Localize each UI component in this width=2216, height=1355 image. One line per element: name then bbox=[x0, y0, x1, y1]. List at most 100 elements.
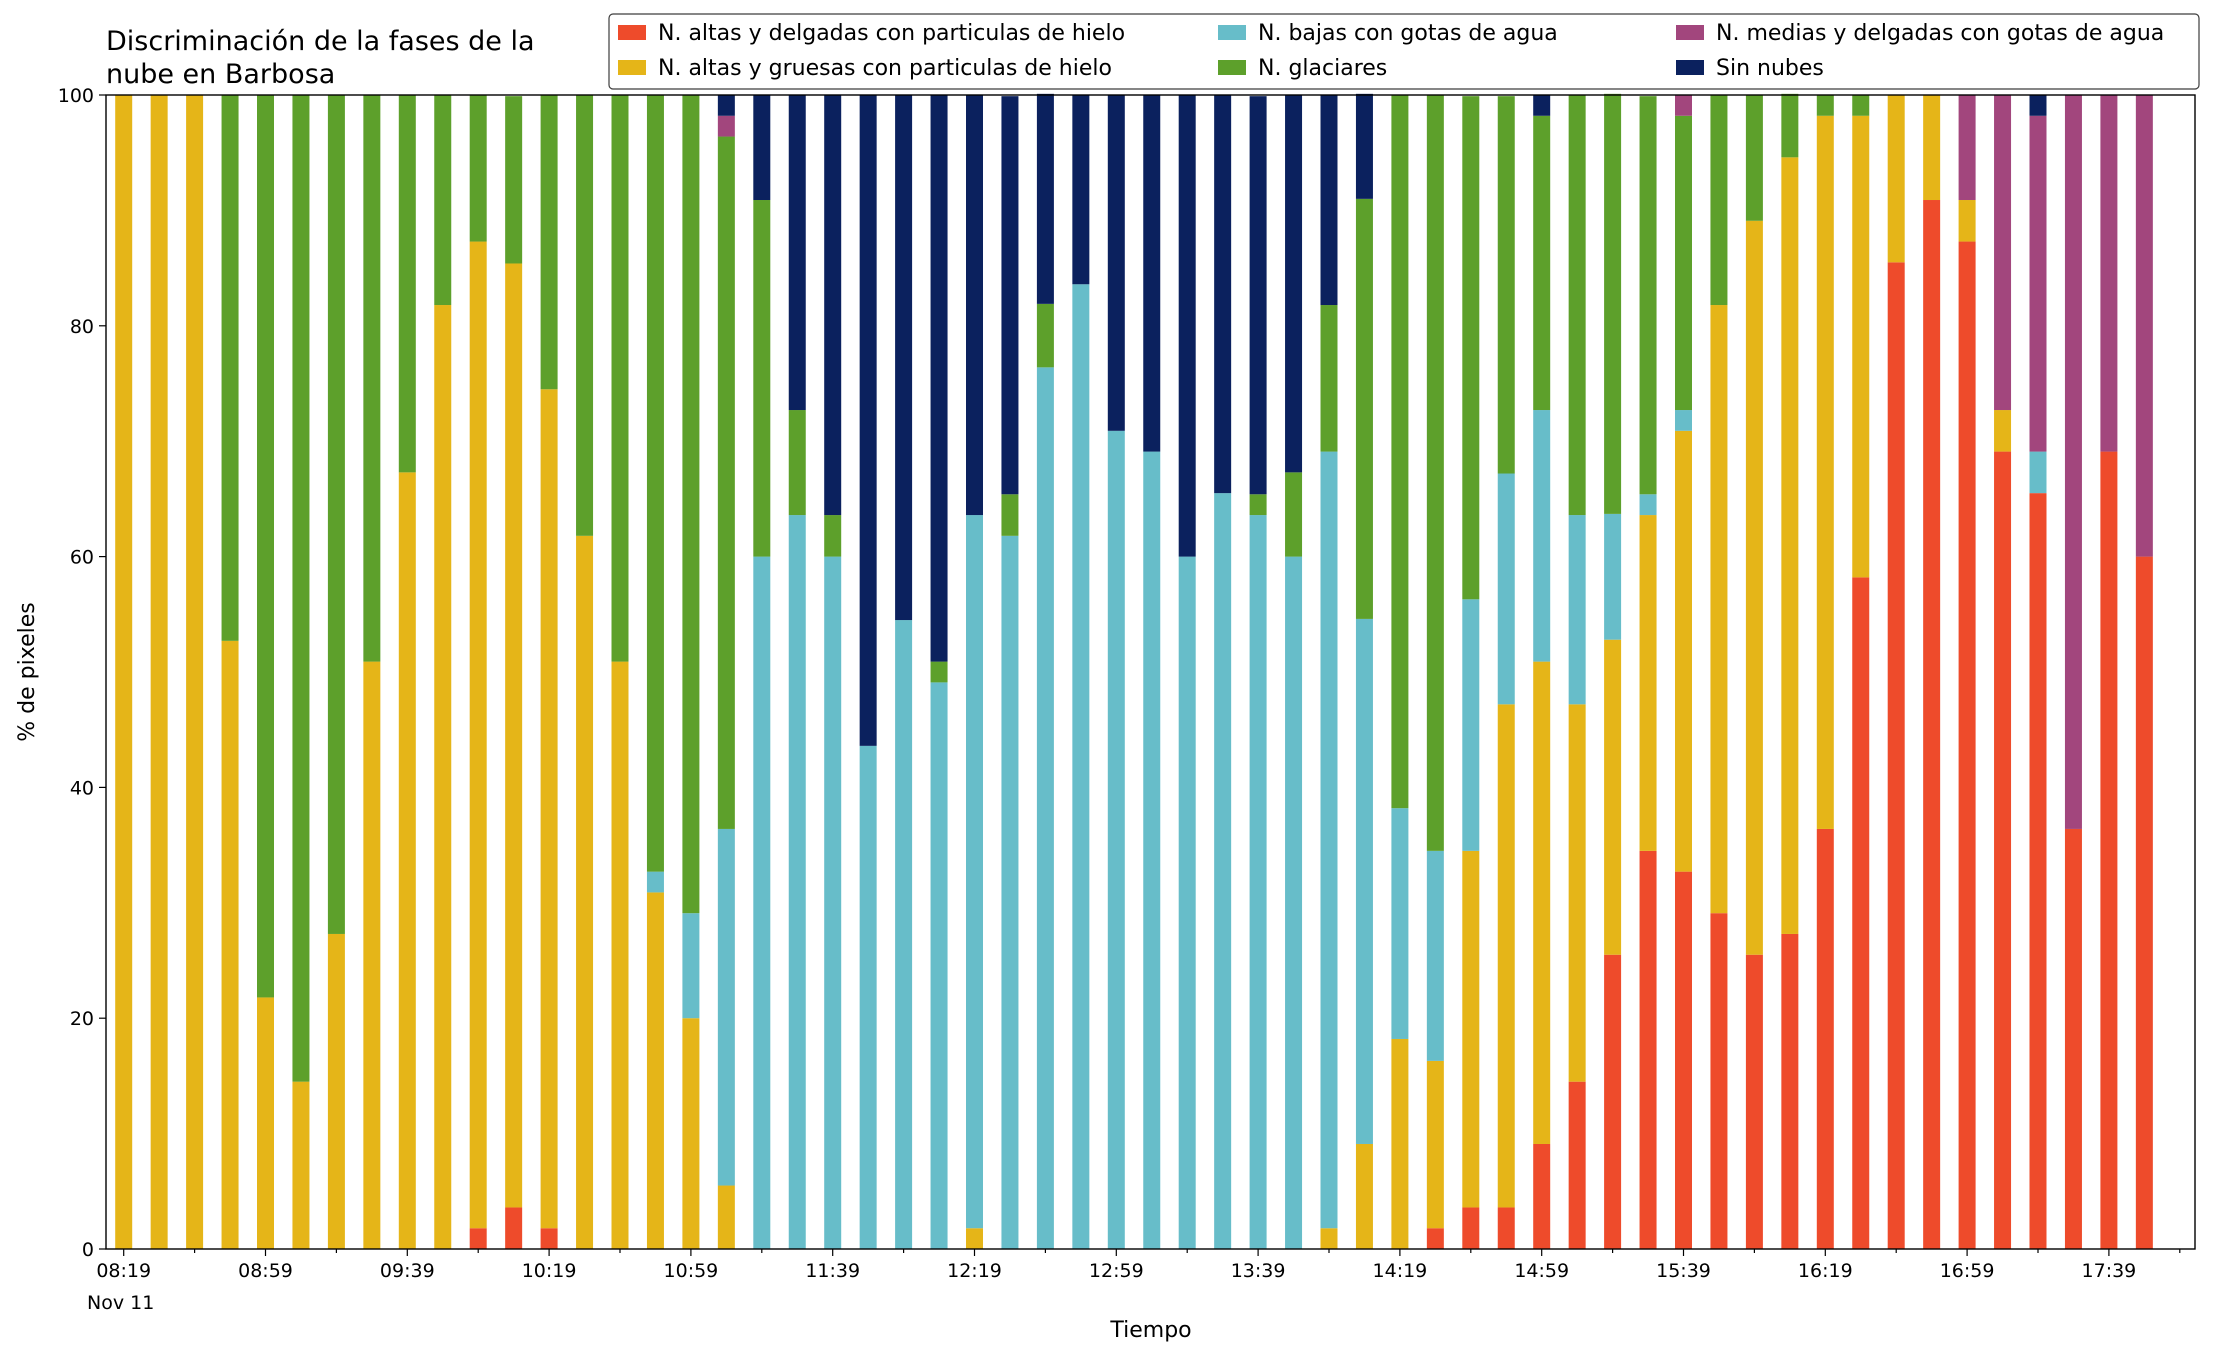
bar-segment bbox=[930, 95, 948, 662]
bar-segment bbox=[363, 95, 381, 662]
bar-segment bbox=[1816, 115, 1834, 829]
x-tick-label: 12:19 bbox=[947, 1260, 1002, 1282]
bar-segment bbox=[1462, 850, 1480, 1208]
bar-segment bbox=[753, 200, 771, 557]
bar-segment bbox=[1214, 95, 1232, 494]
bar-segment bbox=[1675, 115, 1692, 411]
bar-segment bbox=[1675, 430, 1692, 872]
legend-label: Sin nubes bbox=[1716, 56, 1824, 81]
bar-segment bbox=[1675, 95, 1692, 116]
bar-segment bbox=[1036, 93, 1054, 304]
bar-segment bbox=[1497, 704, 1515, 1208]
bar-segment bbox=[505, 96, 523, 264]
bar-segment bbox=[895, 95, 913, 621]
bar-segment bbox=[682, 95, 700, 914]
x-tick-label: 11:39 bbox=[805, 1260, 860, 1282]
bar-segment bbox=[1604, 513, 1622, 640]
bar-segment bbox=[682, 1018, 700, 1249]
bar-segment bbox=[1852, 95, 1870, 116]
bar-segment bbox=[930, 682, 948, 1249]
bar-segment bbox=[1391, 808, 1409, 1039]
y-tick-label: 40 bbox=[70, 777, 94, 799]
bar-segment bbox=[1745, 220, 1763, 955]
x-tick-label: 16:19 bbox=[1798, 1260, 1853, 1282]
y-tick-label: 80 bbox=[70, 316, 94, 338]
bar-segment bbox=[859, 745, 877, 1249]
bar-segment bbox=[1001, 96, 1019, 495]
bar-segment bbox=[717, 136, 735, 829]
bar-segment bbox=[469, 95, 487, 242]
bar-segment bbox=[1001, 535, 1019, 1249]
bar-segment bbox=[1710, 913, 1728, 1249]
x-tick-label: 08:19 bbox=[96, 1260, 151, 1282]
x-tick-label: 09:39 bbox=[380, 1260, 435, 1282]
bar-segment bbox=[292, 1081, 310, 1249]
bar-segment bbox=[966, 95, 983, 516]
bar-segment bbox=[1568, 95, 1586, 516]
bar-segment bbox=[859, 95, 877, 746]
bar-segment bbox=[1355, 93, 1373, 199]
bar-segment bbox=[469, 241, 487, 1229]
bar-segment bbox=[1426, 1060, 1444, 1229]
bar-segment bbox=[2029, 115, 2047, 452]
x-tick-label: 15:39 bbox=[1656, 1260, 1711, 1282]
bar-segment bbox=[1710, 95, 1728, 306]
bar-segment bbox=[1072, 95, 1090, 285]
bar-segment bbox=[1675, 871, 1692, 1249]
bar-segment bbox=[469, 1228, 487, 1249]
bar-segment bbox=[1497, 1207, 1515, 1249]
bar-segment bbox=[1462, 1207, 1480, 1249]
bar-segment bbox=[1355, 1143, 1373, 1249]
legend-swatch bbox=[1676, 25, 1704, 40]
chart-title: nube en Barbosa bbox=[106, 59, 335, 90]
legend-label: N. altas y gruesas con particulas de hie… bbox=[658, 56, 1112, 81]
bar-segment bbox=[1994, 95, 2012, 411]
x-tick-label: 10:19 bbox=[522, 1260, 577, 1282]
bar-segment bbox=[540, 95, 558, 390]
bar-segment bbox=[257, 997, 274, 1249]
bar-segment bbox=[753, 556, 771, 1249]
x-date-label: Nov 11 bbox=[87, 1292, 154, 1314]
bar-segment bbox=[1320, 305, 1338, 452]
bar-segment bbox=[1320, 95, 1338, 306]
bar-segment bbox=[824, 95, 842, 516]
bar-segment bbox=[540, 1228, 558, 1249]
bar-segment bbox=[150, 95, 168, 1249]
bar-segment bbox=[221, 95, 239, 641]
legend-label: N. medias y delgadas con gotas de agua bbox=[1716, 21, 2164, 46]
x-tick-label: 17:39 bbox=[2082, 1260, 2137, 1282]
bar-segment bbox=[1781, 157, 1799, 934]
bar-segment bbox=[257, 95, 274, 998]
bar-segment bbox=[434, 95, 452, 306]
bar-segment bbox=[1994, 410, 2012, 452]
bar-segment bbox=[1781, 933, 1799, 1249]
bar-segment bbox=[1816, 828, 1834, 1249]
bar-segment bbox=[1568, 1081, 1586, 1249]
bar-segment bbox=[1036, 367, 1054, 1249]
bar-segment bbox=[292, 95, 310, 1082]
bar-segment bbox=[576, 535, 594, 1249]
bar-segment bbox=[1710, 305, 1728, 914]
bar-segment bbox=[1994, 451, 2012, 1249]
plot-frame bbox=[105, 94, 2196, 1250]
x-tick-label: 16:59 bbox=[1940, 1260, 1995, 1282]
bar-segment bbox=[1639, 494, 1657, 516]
bar-segment bbox=[1639, 96, 1657, 495]
bar-segment bbox=[788, 410, 806, 516]
bar-segment bbox=[1781, 93, 1799, 158]
bar-segment bbox=[398, 472, 416, 1249]
legend-label: N. altas y delgadas con particulas de hi… bbox=[658, 21, 1125, 46]
bar-segment bbox=[1107, 95, 1125, 431]
bar-segment bbox=[2064, 828, 2082, 1249]
bar-segment bbox=[2029, 95, 2047, 116]
bar-segment bbox=[1745, 954, 1763, 1249]
bar-segment bbox=[1604, 639, 1622, 955]
bar-segment bbox=[1887, 262, 1905, 1250]
bar-segment bbox=[1745, 95, 1763, 221]
legend-label: N. bajas con gotas de agua bbox=[1258, 21, 1558, 46]
bar-segment bbox=[1533, 661, 1551, 1144]
chart-title: Discriminación de la fases de la bbox=[106, 26, 535, 57]
bar-segment bbox=[1355, 198, 1373, 619]
bar-segment bbox=[1497, 96, 1515, 474]
bar-segment bbox=[1426, 850, 1444, 1061]
